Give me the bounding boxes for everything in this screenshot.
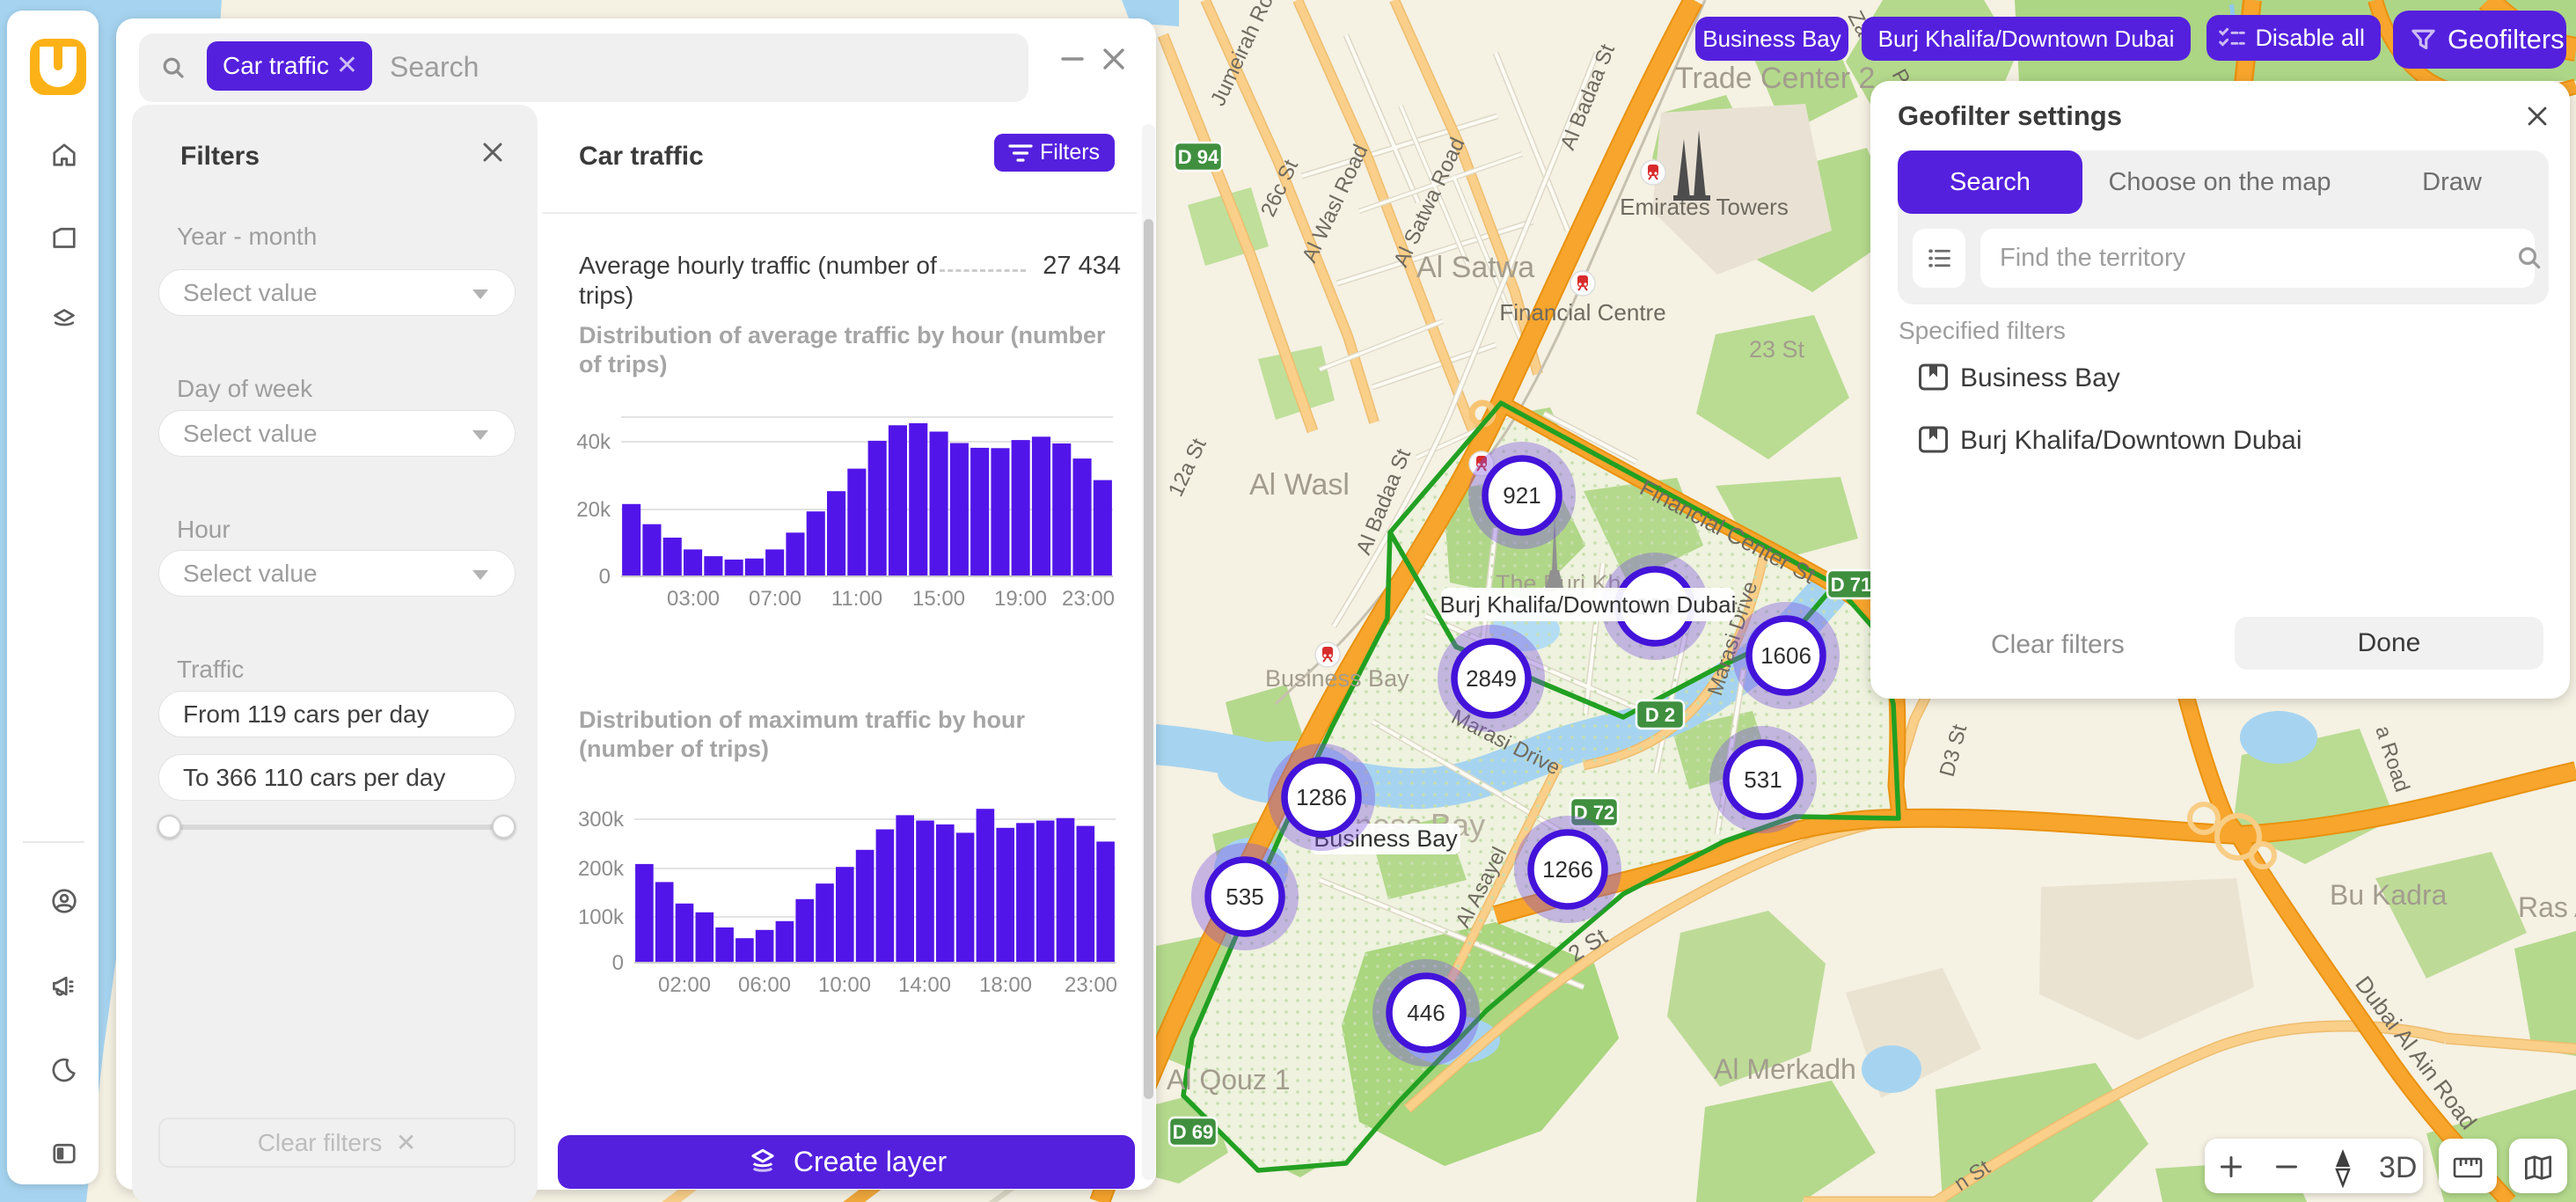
- svg-text:Bu Kadra: Bu Kadra: [2330, 879, 2448, 911]
- svg-text:06:00: 06:00: [738, 973, 791, 997]
- svg-text:D 69: D 69: [1173, 1121, 1213, 1143]
- svg-text:Al Merkadh: Al Merkadh: [1714, 1053, 1856, 1085]
- svg-text:D 72: D 72: [1574, 802, 1614, 824]
- svg-text:Trade Center 2: Trade Center 2: [1675, 62, 1875, 95]
- svg-text:23:00: 23:00: [1065, 973, 1117, 997]
- svg-text:10:00: 10:00: [818, 973, 871, 997]
- svg-text:Financial Centre: Financial Centre: [1499, 299, 1665, 326]
- svg-text:Al Satwa: Al Satwa: [1416, 251, 1534, 284]
- svg-text:23 St: 23 St: [1749, 336, 1805, 363]
- svg-text:446: 446: [1407, 1000, 1445, 1026]
- svg-text:200k: 200k: [578, 857, 625, 881]
- svg-text:1286: 1286: [1296, 784, 1347, 810]
- svg-text:14:00: 14:00: [898, 973, 951, 997]
- svg-text:2849: 2849: [1466, 665, 1517, 692]
- svg-text:D 94: D 94: [1178, 146, 1219, 168]
- svg-text:1606: 1606: [1760, 642, 1811, 669]
- svg-text:Al Wasl: Al Wasl: [1249, 468, 1350, 502]
- svg-text:19:00: 19:00: [994, 587, 1047, 611]
- svg-text:100k: 100k: [578, 905, 625, 929]
- svg-text:531: 531: [1744, 766, 1782, 793]
- svg-text:03:00: 03:00: [667, 587, 720, 611]
- svg-text:23:00: 23:00: [1062, 587, 1115, 611]
- svg-text:Al Qouz 1: Al Qouz 1: [1167, 1064, 1291, 1096]
- svg-text:1266: 1266: [1542, 856, 1593, 883]
- svg-text:Business Bay: Business Bay: [1265, 665, 1409, 692]
- svg-text:300k: 300k: [578, 808, 625, 832]
- svg-text:40k: 40k: [576, 430, 611, 454]
- svg-text:11:00: 11:00: [831, 587, 882, 611]
- svg-text:535: 535: [1226, 883, 1263, 910]
- svg-text:02:00: 02:00: [658, 973, 711, 997]
- svg-text:18:00: 18:00: [979, 973, 1032, 997]
- svg-text:07:00: 07:00: [749, 587, 801, 611]
- svg-text:0: 0: [599, 565, 611, 589]
- svg-text:D 71: D 71: [1831, 574, 1871, 596]
- svg-text:Ras A: Ras A: [2518, 891, 2576, 923]
- svg-text:921: 921: [1503, 482, 1540, 509]
- svg-text:0: 0: [612, 951, 624, 975]
- svg-text:20k: 20k: [576, 498, 611, 522]
- svg-text:D 2: D 2: [1645, 704, 1675, 726]
- svg-text:15:00: 15:00: [912, 587, 965, 611]
- svg-text:Burj Khalifa/Downtown Dubai: Burj Khalifa/Downtown Dubai: [1440, 591, 1737, 618]
